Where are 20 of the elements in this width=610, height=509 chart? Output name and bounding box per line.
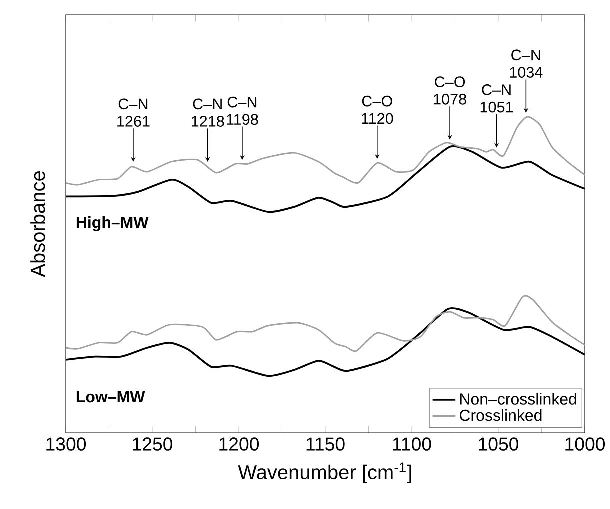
x-tick-label: 1200 xyxy=(220,438,260,451)
x-tick-label: 1000 xyxy=(566,438,606,451)
annotation: C–N 1051 xyxy=(480,84,514,113)
annotation: C–O 1078 xyxy=(434,76,466,105)
annotation: C–N 1218 xyxy=(192,98,224,127)
x-tick-label: 1150 xyxy=(306,438,345,451)
annotation: High–MW xyxy=(76,216,149,232)
legend-label: Crosslinked xyxy=(460,409,542,422)
legend-label: Non–crosslinked xyxy=(460,393,576,405)
annotation: Low–MW xyxy=(76,391,146,403)
x-axis-title: Wavenumber [cm$^{-1}$] xyxy=(238,462,412,484)
x-tick-label: 1100 xyxy=(393,438,432,451)
annotation: C–N 1034 xyxy=(510,50,543,78)
annotation: C–O 1120 xyxy=(362,96,394,124)
annotation: C–N 1261 xyxy=(118,98,150,127)
x-tick-label: 1050 xyxy=(479,438,519,451)
y-axis-title: Absorbance xyxy=(30,172,46,278)
x-tick-label: 1300 xyxy=(46,438,86,451)
x-tick-label: 1250 xyxy=(133,438,173,451)
annotation: C–N 1198 xyxy=(227,96,258,126)
